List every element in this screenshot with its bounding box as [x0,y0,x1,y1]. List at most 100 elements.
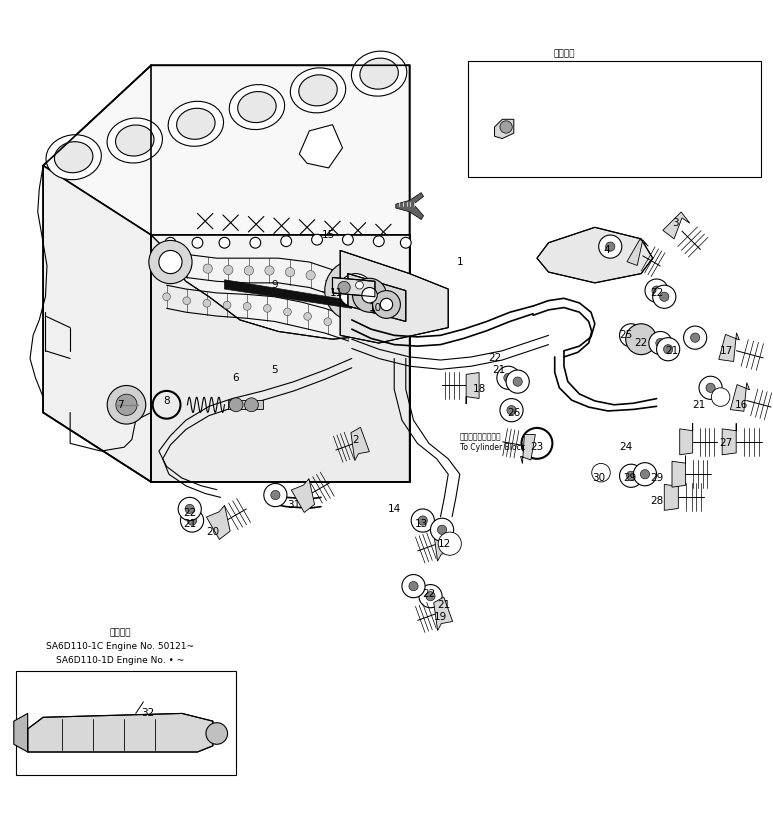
Circle shape [183,297,191,304]
Polygon shape [43,166,152,482]
Text: SA6D110-1C Engine No. 50121~: SA6D110-1C Engine No. 50121~ [46,642,194,651]
Text: 11: 11 [547,122,559,132]
Circle shape [402,574,425,597]
Circle shape [265,266,274,276]
Ellipse shape [291,68,346,113]
Circle shape [507,406,516,415]
Text: LG-7 Coating: LG-7 Coating [569,84,628,93]
Text: 22: 22 [488,353,501,364]
Circle shape [500,398,523,422]
Text: 25: 25 [619,330,632,341]
Circle shape [325,260,386,322]
Circle shape [506,370,530,394]
Bar [16,671,236,775]
Text: 10: 10 [369,304,382,314]
Circle shape [250,238,261,248]
Circle shape [649,332,672,355]
Text: SA6D110-1D Engine No. • ~: SA6D110-1D Engine No. • ~ [56,656,185,665]
Polygon shape [466,373,479,404]
Circle shape [243,303,251,310]
Polygon shape [340,251,448,343]
Circle shape [656,337,679,361]
Ellipse shape [115,125,154,156]
Circle shape [180,509,203,532]
Text: 28: 28 [650,496,663,507]
Circle shape [418,516,427,526]
Circle shape [663,345,673,354]
Text: 15: 15 [322,230,335,240]
Text: 20: 20 [206,527,220,537]
Circle shape [285,267,295,276]
Text: 11: 11 [330,288,343,298]
Text: 14: 14 [387,504,401,514]
Circle shape [645,279,668,302]
Polygon shape [434,528,453,561]
Circle shape [149,240,192,284]
Circle shape [683,326,707,349]
Circle shape [690,333,700,342]
Text: 3: 3 [673,219,679,229]
Circle shape [619,323,642,347]
Circle shape [431,518,454,541]
Circle shape [159,251,182,274]
Circle shape [162,257,172,266]
Text: 21: 21 [693,400,706,410]
Circle shape [626,471,635,480]
Circle shape [219,238,230,248]
Polygon shape [299,125,342,168]
Circle shape [605,242,615,252]
Circle shape [312,234,322,245]
Circle shape [165,238,175,248]
Polygon shape [719,332,739,361]
Text: 16: 16 [735,400,748,410]
Circle shape [347,288,356,298]
Polygon shape [14,714,28,752]
Text: 23: 23 [530,442,543,452]
Text: 2: 2 [352,435,359,445]
Text: 21: 21 [183,520,196,530]
Circle shape [380,299,393,311]
Circle shape [192,238,203,248]
Circle shape [497,366,520,389]
Circle shape [356,281,363,289]
Circle shape [182,262,192,271]
Text: 22: 22 [183,508,196,518]
Polygon shape [520,435,536,464]
Circle shape [339,274,373,308]
Polygon shape [228,400,263,408]
Text: 9: 9 [271,280,278,290]
Text: 19: 19 [434,612,447,622]
Text: 1: 1 [457,257,463,267]
Circle shape [652,285,676,309]
Circle shape [633,463,656,486]
Ellipse shape [360,58,398,89]
Text: FWD: FWD [315,142,332,151]
Text: 29: 29 [623,473,636,483]
Ellipse shape [107,118,162,163]
Text: 27: 27 [720,438,733,448]
Circle shape [187,516,196,526]
Circle shape [338,281,350,294]
Polygon shape [730,383,750,412]
Circle shape [419,585,442,608]
Circle shape [203,264,213,273]
Polygon shape [348,274,406,322]
Circle shape [271,490,280,500]
Text: 4: 4 [603,246,610,256]
Circle shape [344,324,352,332]
Circle shape [625,323,656,355]
Text: SA6D110-1D Engine No. • ~: SA6D110-1D Engine No. • ~ [500,77,628,86]
Text: 5: 5 [271,365,278,375]
Circle shape [438,526,447,535]
Polygon shape [722,423,736,455]
Circle shape [281,236,291,247]
Text: 12: 12 [438,539,451,549]
Polygon shape [434,597,453,630]
Text: To Cylinder Block: To Cylinder Block [460,443,525,452]
Circle shape [504,373,513,383]
Circle shape [706,383,715,393]
Text: 7: 7 [117,400,124,410]
Text: 30: 30 [592,473,605,483]
Circle shape [324,318,332,326]
Circle shape [659,292,669,301]
